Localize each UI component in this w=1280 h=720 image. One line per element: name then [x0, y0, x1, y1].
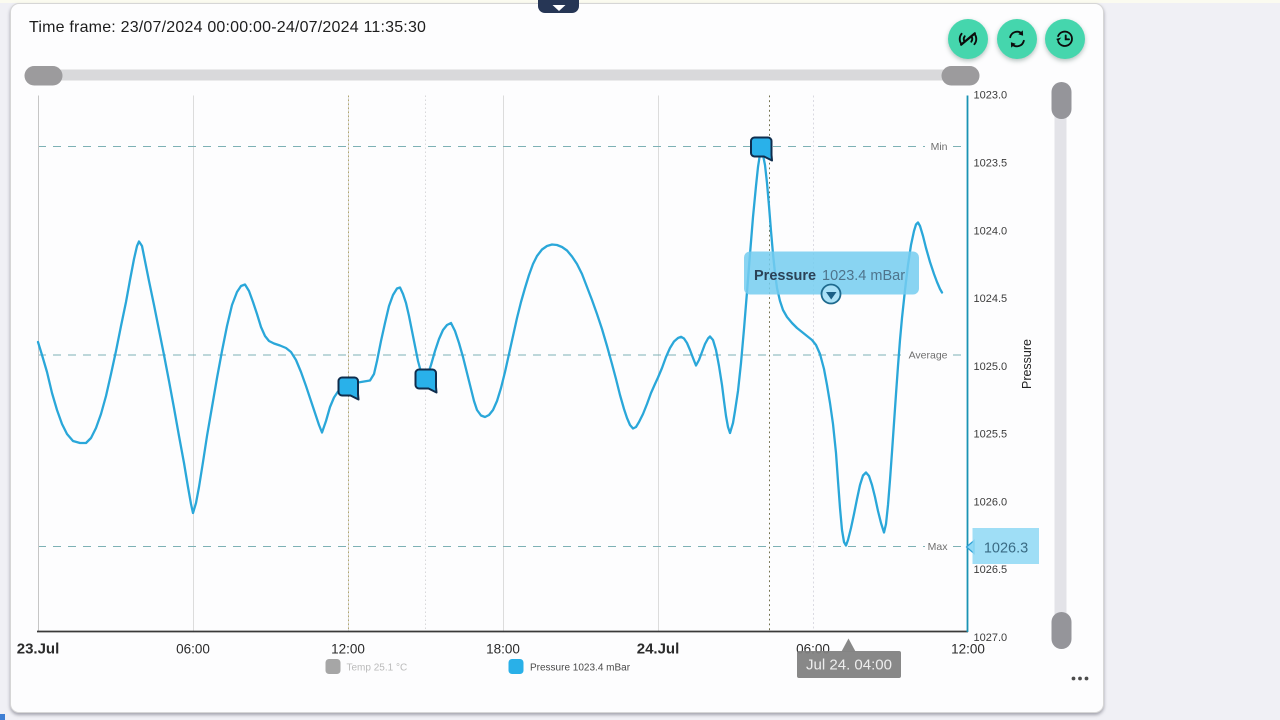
svg-text:12:00: 12:00: [331, 642, 365, 657]
svg-text:1023.4 mBar: 1023.4 mBar: [822, 268, 905, 284]
svg-text:1025.5: 1025.5: [974, 429, 1008, 441]
svg-text:24.Jul: 24.Jul: [637, 641, 680, 658]
svg-text:1025.0: 1025.0: [974, 361, 1008, 373]
svg-text:1023.5: 1023.5: [974, 158, 1008, 170]
svg-text:1027.0: 1027.0: [974, 632, 1008, 644]
svg-text:1024.5: 1024.5: [974, 293, 1008, 305]
svg-text:Min: Min: [931, 141, 948, 153]
svg-text:1024.0: 1024.0: [974, 225, 1008, 237]
svg-text:Max: Max: [928, 541, 949, 553]
svg-text:1023.0: 1023.0: [974, 90, 1008, 102]
svg-text:18:00: 18:00: [486, 642, 520, 657]
svg-text:Jul 24. 04:00: Jul 24. 04:00: [806, 657, 892, 674]
svg-text:1026.0: 1026.0: [974, 496, 1008, 508]
svg-text:1026.3: 1026.3: [984, 541, 1028, 557]
svg-text:Average: Average: [909, 350, 948, 362]
svg-text:Pressure: Pressure: [754, 268, 816, 284]
svg-text:Pressure: Pressure: [1020, 339, 1034, 389]
svg-text:12:00: 12:00: [951, 642, 985, 657]
svg-text:06:00: 06:00: [176, 642, 210, 657]
svg-text:23.Jul: 23.Jul: [17, 641, 60, 658]
svg-text:Temp 25.1 °C: Temp 25.1 °C: [347, 663, 408, 674]
svg-text:Pressure 1023.4 mBar: Pressure 1023.4 mBar: [530, 663, 631, 674]
svg-text:1026.5: 1026.5: [974, 564, 1008, 576]
